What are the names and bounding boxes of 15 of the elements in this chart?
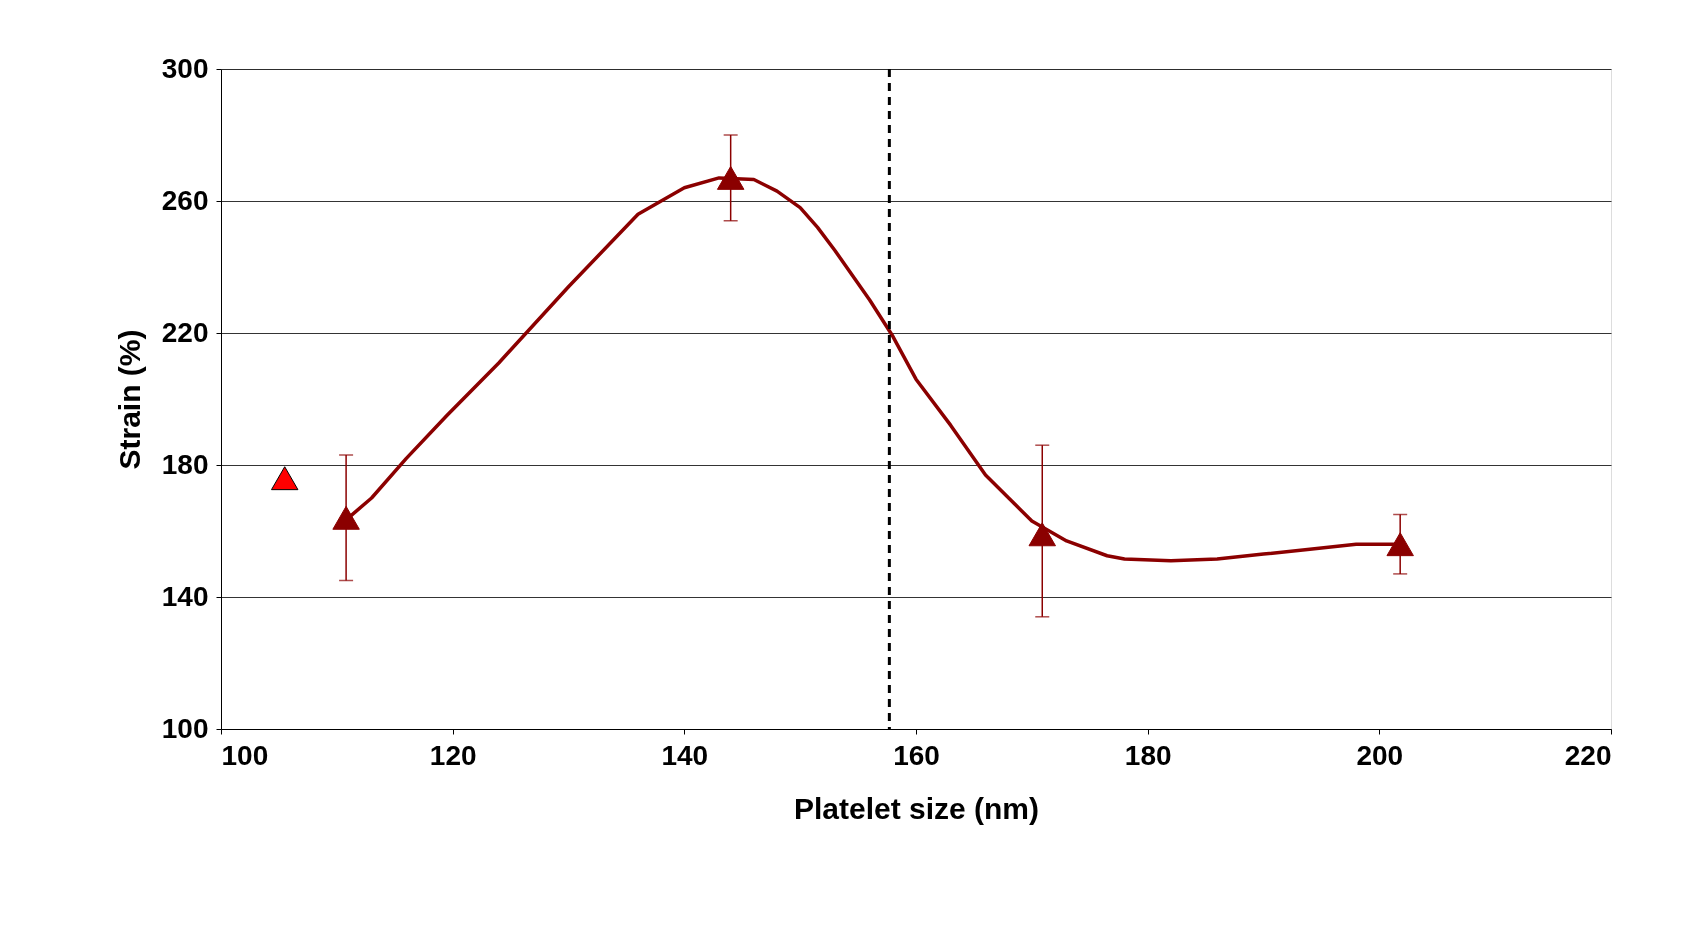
x-tick-label: 220 <box>1564 739 1612 771</box>
y-tick-label: 300 <box>161 52 209 84</box>
y-tick-label: 260 <box>161 184 209 216</box>
y-tick-label: 220 <box>161 316 209 348</box>
y-tick-label: 180 <box>161 448 209 480</box>
x-axis-title: Platelet size (nm) <box>793 791 1040 825</box>
x-tick-label: 180 <box>1124 739 1172 771</box>
x-tick-label: 200 <box>1356 739 1404 771</box>
x-tick-label: 140 <box>661 739 709 771</box>
x-tick-label: 160 <box>893 739 940 771</box>
y-tick-label: 100 <box>161 712 209 744</box>
x-tick-label: 120 <box>429 739 477 771</box>
y-axis-title: Strain (%) <box>112 329 146 470</box>
y-tick-label: 140 <box>161 580 209 612</box>
x-tick-label: 100 <box>221 739 269 771</box>
